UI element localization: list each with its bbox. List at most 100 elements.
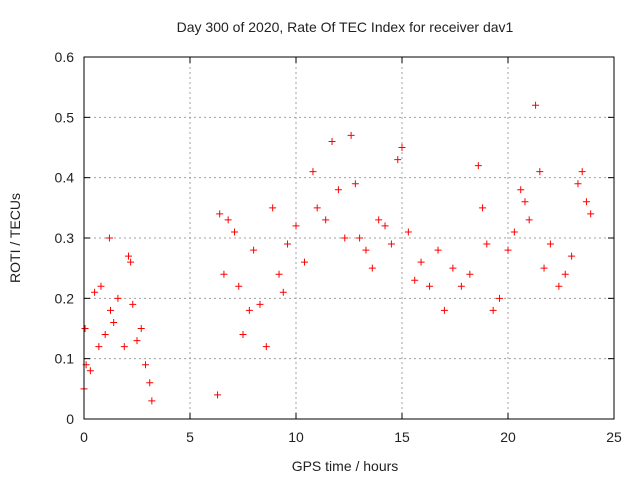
data-point <box>231 228 239 236</box>
x-axis-label: GPS time / hours <box>292 458 399 474</box>
data-point <box>95 343 103 351</box>
data-point <box>375 216 383 224</box>
data-point <box>125 252 133 260</box>
y-axis: 0 0.1 0.2 0.3 0.4 0.5 0.6 <box>55 49 614 427</box>
data-point <box>568 252 576 260</box>
data-point <box>483 240 491 248</box>
x-tick-label: 15 <box>394 429 410 445</box>
data-point <box>239 331 247 339</box>
data-point <box>517 186 525 194</box>
data-point <box>574 180 582 188</box>
data-point <box>81 325 89 332</box>
data-point <box>313 204 321 212</box>
y-tick-label: 0.2 <box>55 290 75 306</box>
data-point <box>245 306 253 314</box>
x-tick-label: 25 <box>606 429 622 445</box>
y-tick-label: 0.4 <box>55 170 75 186</box>
data-point <box>101 331 109 339</box>
data-point <box>86 367 94 375</box>
data-point <box>536 168 544 176</box>
data-point <box>129 300 137 308</box>
data-point <box>587 210 595 218</box>
data-point <box>127 258 135 266</box>
data-point <box>440 306 448 314</box>
data-point <box>341 234 349 242</box>
data-point <box>578 168 586 176</box>
data-point <box>279 288 287 296</box>
data-point <box>334 186 342 194</box>
data-point <box>292 222 300 230</box>
data-point <box>546 240 554 248</box>
data-point <box>479 204 487 212</box>
data-point <box>322 216 330 224</box>
data-point <box>220 270 228 278</box>
data-point <box>457 282 465 290</box>
data-point <box>216 210 224 218</box>
data-point <box>275 270 283 278</box>
data-point <box>474 162 482 170</box>
data-point <box>489 306 497 314</box>
data-point <box>466 270 474 278</box>
data-point <box>434 246 442 254</box>
data-point <box>269 204 277 212</box>
data-point <box>262 343 270 351</box>
y-axis-label: ROTI / TECUs <box>7 193 23 283</box>
data-point <box>394 156 402 164</box>
data-point <box>347 131 355 139</box>
data-point <box>107 306 114 314</box>
data-point <box>404 228 412 236</box>
x-tick-label: 10 <box>288 429 304 445</box>
data-point <box>120 343 128 351</box>
y-tick-label: 0 <box>66 411 74 427</box>
data-point <box>235 282 243 290</box>
data-point <box>521 198 529 206</box>
data-point <box>532 101 540 109</box>
data-point <box>250 246 258 254</box>
y-tick-label: 0.5 <box>55 109 75 125</box>
data-point <box>300 258 308 266</box>
y-tick-label: 0.1 <box>55 351 75 367</box>
data-point <box>398 144 406 151</box>
data-point <box>133 337 141 345</box>
x-tick-label: 5 <box>186 429 194 445</box>
data-point <box>284 240 292 248</box>
y-tick-label: 0.3 <box>55 230 75 246</box>
data-point <box>504 246 512 254</box>
x-tick-label: 20 <box>500 429 516 445</box>
grid <box>84 57 614 419</box>
data-point <box>110 318 118 326</box>
x-tick-label: 0 <box>80 429 88 445</box>
data-point <box>411 276 419 284</box>
data-point <box>351 180 359 188</box>
data-point <box>496 294 504 302</box>
data-point <box>224 216 232 224</box>
data-point <box>426 282 434 290</box>
data-point <box>146 379 154 387</box>
data-point <box>417 258 425 266</box>
data-point <box>525 216 533 224</box>
y-tick-label: 0.6 <box>55 49 75 65</box>
data-point <box>555 282 563 290</box>
data-point <box>141 361 149 369</box>
data-point <box>582 198 590 206</box>
data-point <box>540 264 548 272</box>
data-point <box>114 294 122 302</box>
chart-title: Day 300 of 2020, Rate Of TEC Index for r… <box>177 19 514 35</box>
data-point <box>368 264 376 272</box>
data-point <box>214 391 222 399</box>
data-point <box>309 168 317 176</box>
data-point <box>362 246 370 254</box>
data-point <box>381 222 389 230</box>
data-point <box>510 228 518 236</box>
data-point <box>449 264 457 272</box>
data-point <box>256 300 264 308</box>
data-point <box>356 234 364 242</box>
data-point <box>328 137 336 145</box>
data-point <box>387 240 395 248</box>
x-axis: 0 5 10 15 20 25 <box>80 57 622 445</box>
data-point <box>105 234 113 242</box>
data-point <box>137 325 145 332</box>
data-points <box>80 101 595 405</box>
data-point <box>561 270 569 278</box>
